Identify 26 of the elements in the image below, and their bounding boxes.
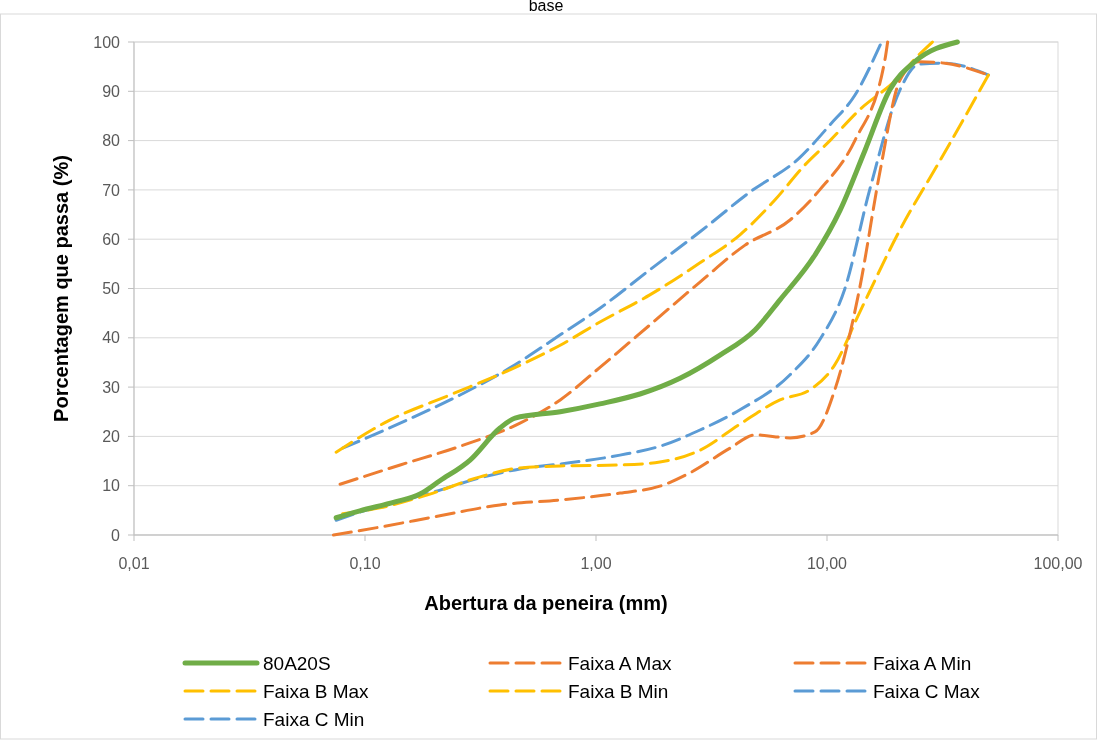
legend-label: Faixa C Max — [873, 680, 981, 702]
y-tick-label: 50 — [102, 280, 121, 298]
y-tick-label: 70 — [102, 181, 121, 199]
legend-label: Faixa B Min — [568, 680, 669, 702]
x-tick-label: 10,00 — [806, 555, 848, 572]
legend-label: Faixa C Min — [263, 708, 365, 730]
y-tick-label: 60 — [102, 230, 121, 248]
y-tick-label: 30 — [102, 378, 121, 396]
legend-label: Faixa A Min — [873, 652, 972, 674]
x-tick-label: 1,00 — [580, 555, 612, 572]
x-tick-label: 0,10 — [349, 555, 381, 572]
x-tick-label: 100,00 — [1033, 555, 1083, 572]
y-tick-label: 80 — [102, 132, 121, 150]
x-tick-label: 0,01 — [118, 555, 150, 572]
legend-label: Faixa B Max — [263, 680, 370, 702]
y-axis-title: Porcentagem que passa (%) — [50, 155, 72, 422]
y-tick-label: 0 — [111, 526, 121, 544]
y-tick-label: 40 — [102, 329, 121, 347]
legend-label: 80A20S — [263, 652, 331, 674]
y-tick-label: 10 — [102, 477, 121, 495]
y-tick-label: 100 — [93, 33, 121, 51]
y-tick-label: 90 — [102, 82, 121, 100]
x-axis-title: Abertura da peneira (mm) — [424, 592, 668, 614]
chart-title: base — [528, 0, 564, 14]
y-tick-label: 20 — [102, 428, 121, 445]
legend-label: Faixa A Max — [568, 652, 672, 674]
